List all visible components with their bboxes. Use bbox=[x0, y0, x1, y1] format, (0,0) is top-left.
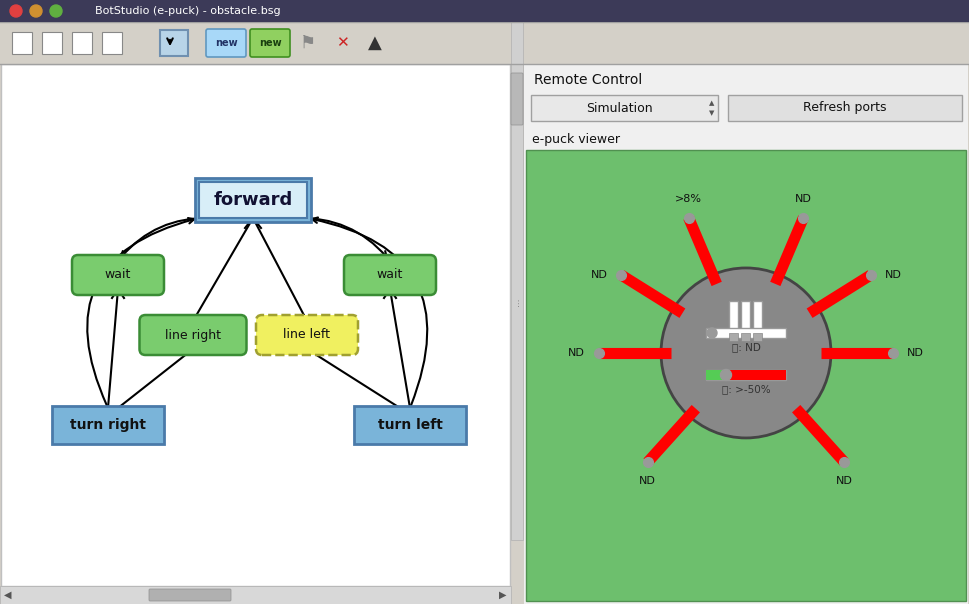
Text: ▲: ▲ bbox=[709, 100, 715, 106]
Text: wait: wait bbox=[377, 269, 403, 281]
FancyBboxPatch shape bbox=[706, 328, 786, 338]
FancyBboxPatch shape bbox=[72, 255, 164, 295]
Text: Ⓢ: >-50%: Ⓢ: >-50% bbox=[722, 384, 770, 394]
Text: ND: ND bbox=[836, 476, 853, 486]
FancyBboxPatch shape bbox=[140, 315, 246, 355]
FancyBboxPatch shape bbox=[741, 333, 751, 341]
Circle shape bbox=[707, 328, 717, 338]
Text: …: … bbox=[513, 298, 521, 306]
Text: Simulation: Simulation bbox=[585, 101, 652, 115]
Circle shape bbox=[721, 370, 732, 381]
Text: turn right: turn right bbox=[70, 418, 146, 432]
FancyBboxPatch shape bbox=[754, 333, 763, 341]
FancyBboxPatch shape bbox=[160, 30, 188, 56]
FancyBboxPatch shape bbox=[728, 95, 962, 121]
FancyBboxPatch shape bbox=[256, 315, 358, 355]
Text: new: new bbox=[215, 38, 237, 48]
Circle shape bbox=[30, 5, 42, 17]
Text: line left: line left bbox=[284, 329, 330, 341]
Text: ND: ND bbox=[795, 194, 812, 204]
Text: ✕: ✕ bbox=[335, 36, 349, 51]
Text: ND: ND bbox=[885, 270, 901, 280]
FancyBboxPatch shape bbox=[199, 182, 307, 218]
FancyBboxPatch shape bbox=[730, 301, 738, 336]
Text: ▲: ▲ bbox=[368, 34, 382, 52]
Text: BotStudio (e-puck) - obstacle.bsg: BotStudio (e-puck) - obstacle.bsg bbox=[95, 6, 281, 16]
Text: wait: wait bbox=[105, 269, 131, 281]
Circle shape bbox=[661, 268, 831, 438]
FancyBboxPatch shape bbox=[0, 586, 511, 604]
FancyBboxPatch shape bbox=[724, 370, 786, 380]
FancyBboxPatch shape bbox=[72, 32, 92, 54]
FancyBboxPatch shape bbox=[354, 406, 466, 444]
Text: >8%: >8% bbox=[675, 194, 703, 204]
FancyBboxPatch shape bbox=[730, 333, 738, 341]
FancyBboxPatch shape bbox=[344, 255, 436, 295]
FancyBboxPatch shape bbox=[531, 95, 718, 121]
Text: e-puck viewer: e-puck viewer bbox=[532, 133, 620, 147]
Text: Refresh ports: Refresh ports bbox=[803, 101, 887, 115]
FancyBboxPatch shape bbox=[195, 178, 311, 222]
FancyBboxPatch shape bbox=[1, 64, 510, 586]
Text: Ⓢ: ND: Ⓢ: ND bbox=[732, 342, 761, 352]
FancyBboxPatch shape bbox=[526, 150, 966, 601]
FancyBboxPatch shape bbox=[511, 0, 523, 540]
FancyBboxPatch shape bbox=[42, 32, 62, 54]
FancyBboxPatch shape bbox=[706, 370, 786, 380]
FancyBboxPatch shape bbox=[706, 370, 724, 380]
FancyBboxPatch shape bbox=[206, 29, 246, 57]
Text: ⚑: ⚑ bbox=[300, 34, 316, 52]
Text: Remote Control: Remote Control bbox=[534, 73, 642, 87]
Text: ▶: ▶ bbox=[499, 590, 507, 600]
FancyBboxPatch shape bbox=[524, 64, 968, 604]
FancyBboxPatch shape bbox=[250, 29, 290, 57]
Text: ND: ND bbox=[568, 348, 585, 358]
FancyBboxPatch shape bbox=[754, 301, 763, 336]
Text: ND: ND bbox=[640, 476, 656, 486]
FancyBboxPatch shape bbox=[741, 301, 751, 336]
Text: ▼: ▼ bbox=[709, 110, 715, 116]
FancyBboxPatch shape bbox=[102, 32, 122, 54]
Text: line right: line right bbox=[165, 329, 221, 341]
Text: turn left: turn left bbox=[378, 418, 443, 432]
Text: ND: ND bbox=[907, 348, 923, 358]
FancyBboxPatch shape bbox=[0, 0, 969, 22]
FancyBboxPatch shape bbox=[511, 73, 523, 125]
FancyBboxPatch shape bbox=[52, 406, 164, 444]
Circle shape bbox=[50, 5, 62, 17]
Text: new: new bbox=[259, 38, 281, 48]
FancyBboxPatch shape bbox=[0, 22, 969, 64]
FancyBboxPatch shape bbox=[149, 589, 231, 601]
Text: ◀: ◀ bbox=[4, 590, 12, 600]
Text: forward: forward bbox=[213, 191, 293, 209]
FancyBboxPatch shape bbox=[12, 32, 32, 54]
Text: ND: ND bbox=[590, 270, 608, 280]
Circle shape bbox=[10, 5, 22, 17]
